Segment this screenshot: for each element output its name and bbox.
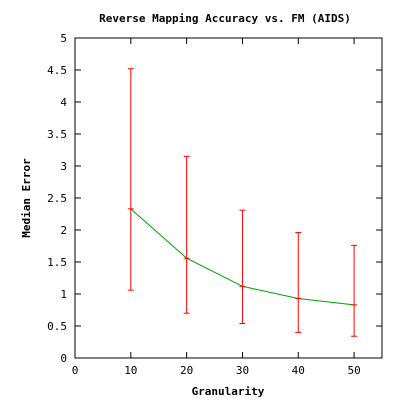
y-tick-label: 0 — [60, 352, 67, 365]
y-tick-label: 4.5 — [47, 64, 67, 77]
chart-title: Reverse Mapping Accuracy vs. FM (AIDS) — [99, 12, 351, 25]
x-tick-label: 50 — [347, 364, 360, 377]
y-tick-label: 3.5 — [47, 128, 67, 141]
y-tick-label: 5 — [60, 32, 67, 45]
y-tick-label: 3 — [60, 160, 67, 173]
series-layer — [127, 68, 358, 337]
y-tick-label: 4 — [60, 96, 67, 109]
x-tick-label: 10 — [124, 364, 137, 377]
x-tick-label: 0 — [72, 364, 79, 377]
y-axis-label: Median Error — [20, 158, 33, 238]
y-tick-label: 0.5 — [47, 320, 67, 333]
y-tick-label: 2.5 — [47, 192, 67, 205]
y-tick-label: 1 — [60, 288, 67, 301]
x-axis-label: Granularity — [192, 385, 265, 398]
y-tick-label: 1.5 — [47, 256, 67, 269]
plot-frame — [74, 37, 383, 359]
y-tick-label: 2 — [60, 224, 67, 237]
x-tick-label: 40 — [292, 364, 305, 377]
x-axis: 0 10 20 30 40 50 — [72, 38, 361, 377]
x-tick-label: 20 — [180, 364, 193, 377]
x-tick-label: 30 — [236, 364, 249, 377]
y-axis: 0 0.5 1 1.5 2 2.5 3 3.5 4 4.5 5 — [47, 32, 382, 365]
